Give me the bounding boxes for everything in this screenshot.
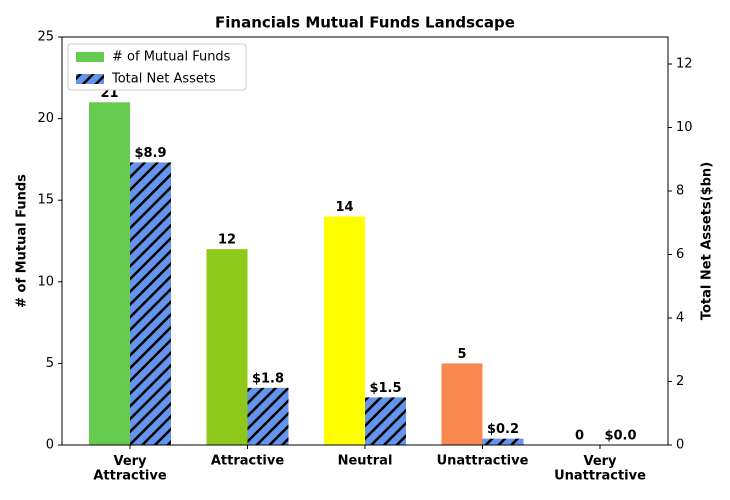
value-label: 14 — [335, 200, 353, 215]
legend-box — [67, 43, 247, 91]
y-tick-label: 20 — [37, 111, 54, 126]
value-label: $0.2 — [487, 422, 519, 437]
bar — [247, 387, 289, 445]
y2-axis-label: Total Net Assets($bn) — [700, 162, 715, 320]
y2-tick-label: 10 — [676, 120, 693, 135]
legend-label: # of Mutual Funds — [112, 50, 231, 65]
bar — [441, 363, 483, 445]
value-label: $1.8 — [252, 371, 284, 386]
bar — [365, 397, 406, 445]
value-label: $8.9 — [134, 146, 166, 161]
y2-tick-label: 8 — [676, 183, 684, 198]
y2-tick-label: 12 — [676, 56, 693, 71]
x-tick-label: Neutral — [338, 454, 393, 469]
value-label: 5 — [457, 347, 466, 362]
y2-tick-label: 6 — [676, 247, 684, 262]
x-tick-label: Very Unattractive — [554, 454, 646, 483]
value-label: $0.0 — [604, 429, 636, 444]
y-tick-label: 0 — [46, 438, 54, 453]
value-label: 12 — [218, 233, 236, 248]
bar — [130, 162, 171, 446]
x-tick-label: Very Attractive — [93, 454, 167, 483]
x-tick-label: Unattractive — [437, 454, 529, 469]
plot-frame — [61, 36, 669, 446]
value-label: $1.5 — [369, 381, 401, 396]
chart-title: Financials Mutual Funds Landscape — [215, 14, 515, 32]
bar — [324, 216, 365, 445]
y2-tick-label: 2 — [676, 374, 684, 389]
value-label: 0 — [575, 429, 584, 444]
y2-tick-label: 4 — [676, 310, 684, 325]
legend-swatch — [76, 74, 104, 84]
y-tick-label: 25 — [37, 30, 54, 45]
x-tick-label: Attractive — [211, 454, 285, 469]
bar — [482, 438, 524, 445]
y-tick-label: 5 — [46, 356, 54, 371]
y2-tick-label: 0 — [676, 438, 684, 453]
bar — [206, 249, 248, 445]
legend-swatch — [76, 52, 104, 62]
y-tick-label: 15 — [37, 193, 54, 208]
y-axis-label: # of Mutual Funds — [15, 174, 30, 308]
bar — [89, 102, 130, 445]
legend-label: Total Net Assets — [111, 72, 216, 87]
y-tick-label: 10 — [37, 274, 54, 289]
